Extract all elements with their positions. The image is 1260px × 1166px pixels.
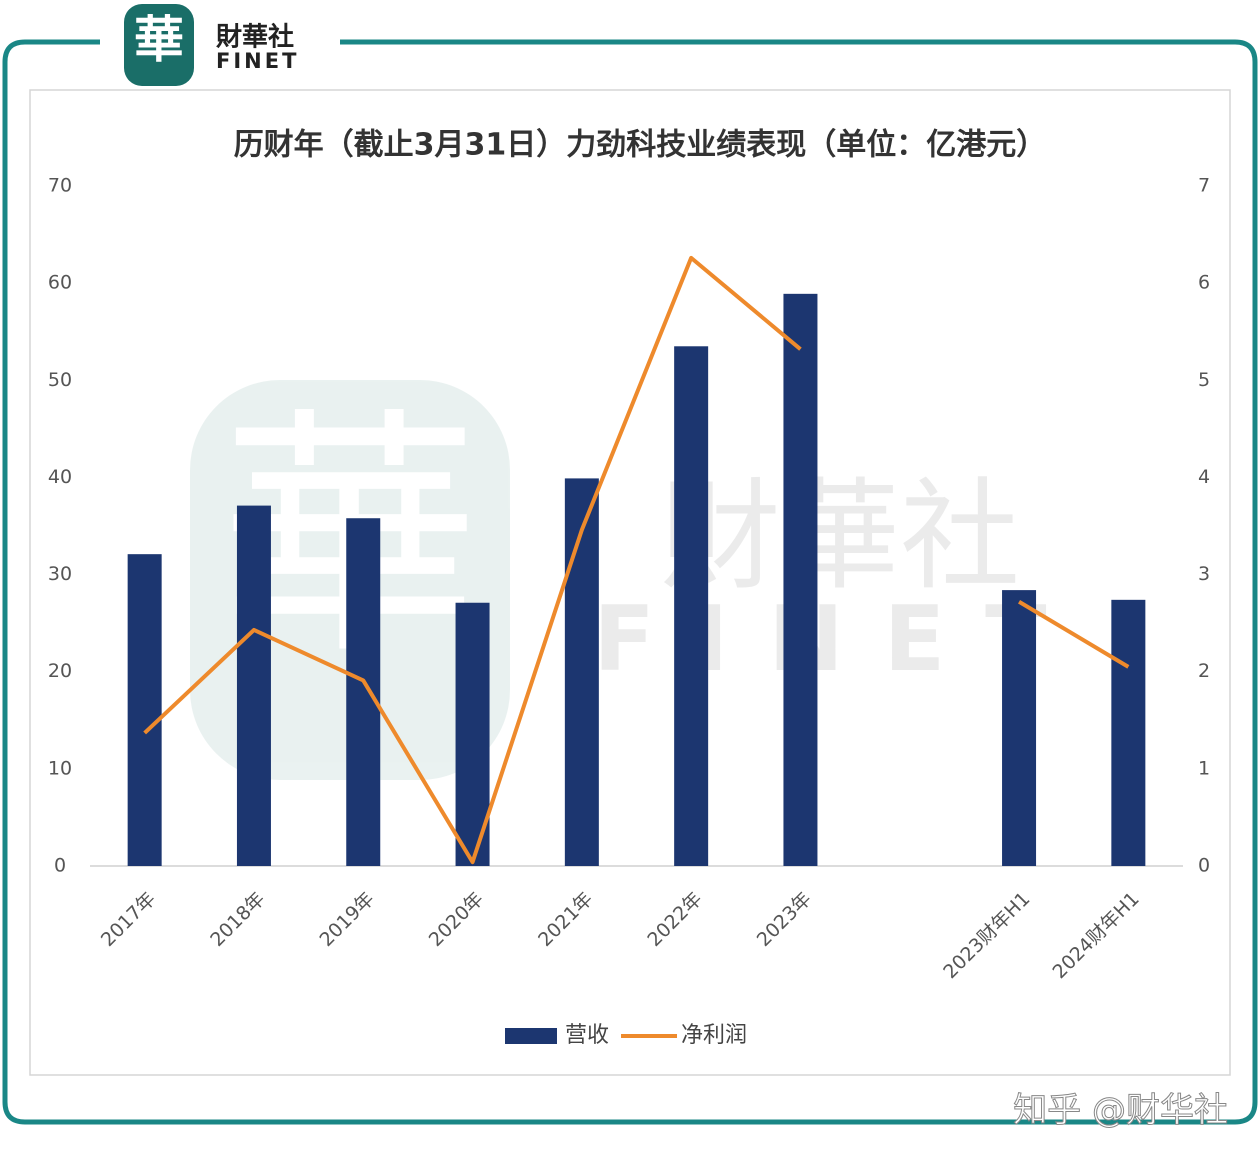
y-tick-label: 0 xyxy=(54,855,66,877)
y-tick-label: 20 xyxy=(48,660,72,682)
y-tick-label: 10 xyxy=(48,757,72,779)
logo-name-en: FINET xyxy=(216,49,299,73)
plot-box xyxy=(29,89,1231,1076)
logo-mark: 華 xyxy=(134,10,184,69)
line xyxy=(143,255,1130,865)
bar xyxy=(674,346,709,866)
watermark-name-en: FINET xyxy=(593,587,1086,692)
y-tick-label: 50 xyxy=(48,369,72,391)
frame xyxy=(2,39,1258,1125)
y-tick-label: 40 xyxy=(48,466,72,488)
y2-tick-label: 7 xyxy=(1198,175,1210,197)
logo-name: 財華社 xyxy=(216,22,294,53)
legend-label: 营收 xyxy=(565,1023,609,1048)
y-tick-label: 60 xyxy=(48,272,72,294)
y2-tick-label: 6 xyxy=(1198,272,1210,294)
bar xyxy=(1002,590,1037,866)
bar xyxy=(564,478,599,866)
bar xyxy=(127,554,162,866)
watermark-name: 財華社 xyxy=(660,468,1020,607)
y2-tick-label: 5 xyxy=(1198,369,1210,391)
bar xyxy=(783,293,818,866)
legend-swatch xyxy=(505,1028,557,1044)
y2-tick-label: 2 xyxy=(1198,660,1210,682)
y2-tick-label: 4 xyxy=(1198,466,1210,488)
y2-tick-label: 0 xyxy=(1198,855,1210,877)
logo-box xyxy=(124,4,194,86)
bar xyxy=(236,505,271,866)
legend-label: 净利润 xyxy=(681,1023,747,1048)
y2-tick-label: 3 xyxy=(1198,563,1210,585)
credit: 知乎 @财华社 xyxy=(1013,1091,1228,1131)
chart-title: 历财年（截止3月31日）力劲科技业绩表现（单位：亿港元） xyxy=(234,128,1047,163)
y2-tick-label: 1 xyxy=(1198,757,1210,779)
y-tick-label: 70 xyxy=(48,175,72,197)
bar xyxy=(1111,599,1146,866)
y-tick-label: 30 xyxy=(48,563,72,585)
bar xyxy=(346,518,381,866)
